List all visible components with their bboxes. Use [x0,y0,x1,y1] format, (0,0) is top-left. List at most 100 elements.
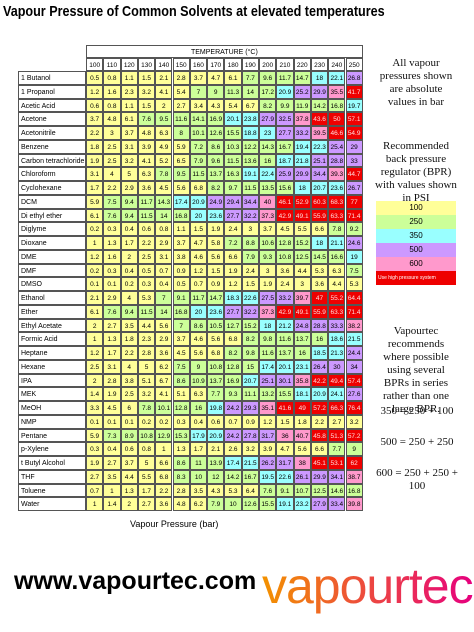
cell: 2 [86,373,104,388]
cell: 20.1 [224,112,242,126]
cell: 7.6 [259,483,277,498]
cell: 5.9 [172,139,190,154]
cell: 45.1 [310,456,329,470]
footer-logo: vapourtec [262,558,474,614]
cell: 8.8 [241,236,259,250]
cell: 16 [310,332,329,346]
cell: 6.5 [172,153,190,168]
cell: 0.7 [224,414,242,429]
cell: 12.8 [172,401,190,415]
row-label: Acetonitrile [18,126,86,140]
cell: 7.9 [189,153,208,168]
cell: 25.4 [328,139,346,154]
cell: 3.8 [120,373,138,388]
cell: 16 [189,401,208,415]
cell: 10.3 [224,139,242,154]
row-label: Di ethyl ether [18,208,86,223]
cell: 2.5 [86,359,104,374]
cell: 1.7 [103,346,121,360]
row-label: Toluene [18,483,86,498]
cell: 38.7 [345,469,363,484]
cell: 2.1 [155,71,173,85]
cell: 18.6 [328,332,346,346]
row-label: DME [18,249,86,264]
cell: 2.3 [120,84,138,99]
cell: 6.8 [207,346,225,360]
cell: 5.9 [86,428,104,443]
cell: 14.6 [328,483,346,498]
cell: 9.8 [241,346,259,360]
cell: 8.2 [207,181,225,195]
cell: 4.1 [155,84,173,99]
cell: 57.4 [345,373,363,388]
cell: 10.8 [207,359,225,374]
cell: 24.8 [293,318,311,333]
cell: 1.7 [86,181,104,195]
cell: 7.5 [345,263,363,278]
cell: 19.1 [276,497,294,511]
cell: 3.7 [259,222,277,236]
cell: 16.9 [207,112,225,126]
cell: 12.8 [224,359,242,374]
cell: 20 [189,304,208,319]
cell: 24.2 [224,428,242,443]
row-label: Pentane [18,428,86,443]
cell: 6.6 [155,456,173,470]
cell: 5 [120,167,138,181]
cell: 28.8 [328,153,346,168]
cell: 8.2 [259,98,277,113]
row-label: DCM [18,194,86,209]
cell: 1.9 [224,263,242,278]
cell: 11.5 [241,181,259,195]
cell: 38 [293,456,311,470]
cell: 4.8 [103,112,121,126]
cell: 14.2 [310,98,329,113]
cell: 11.6 [172,112,190,126]
cell: 0.6 [137,222,156,236]
cell: 0.5 [172,277,190,291]
cell: 27.9 [259,112,277,126]
cell: 0.9 [172,263,190,278]
cell: 0.4 [103,442,121,456]
cell: 7.6 [103,304,121,319]
cell: 25.1 [259,373,277,388]
cell: 27.7 [276,126,294,140]
cell: 9.2 [345,222,363,236]
cell: 35.5 [328,84,346,99]
cell: 2.8 [137,346,156,360]
cell: 33 [345,153,363,168]
cell: 3.5 [103,469,121,484]
cell: 23.1 [293,359,311,374]
cell: 2.4 [276,277,294,291]
cell: 8.3 [172,469,190,484]
cell: 0.8 [103,98,121,113]
cell: 6.7 [241,98,259,113]
cell: 2.5 [137,249,156,264]
cell: 1.4 [103,497,121,511]
cell: 20.1 [276,359,294,374]
column-header: 210 [276,58,294,71]
cell: 0.3 [86,442,104,456]
cell: 8.6 [172,373,190,388]
legend-high: Use high pressure system [376,271,456,285]
cell: 15 [241,359,259,374]
cell: 2.3 [137,332,156,346]
cell: 9.4 [120,208,138,223]
cell: 66.3 [328,401,346,415]
cell: 5.6 [293,442,311,456]
cell: 1.2 [86,346,104,360]
cell: 3.6 [276,263,294,278]
cell: 2 [155,98,173,113]
cell: 49.1 [293,304,311,319]
cell: 26.2 [259,456,277,470]
cell: 0.5 [86,71,104,85]
cell: 5.1 [137,373,156,388]
cell: 1.8 [293,414,311,429]
cell: 15.5 [259,497,277,511]
cell: 1.9 [86,153,104,168]
cell: 49 [293,401,311,415]
cell: 2 [120,249,138,264]
cell: 5.8 [207,236,225,250]
cell: 12.5 [310,483,329,498]
cell: 31.7 [276,456,294,470]
